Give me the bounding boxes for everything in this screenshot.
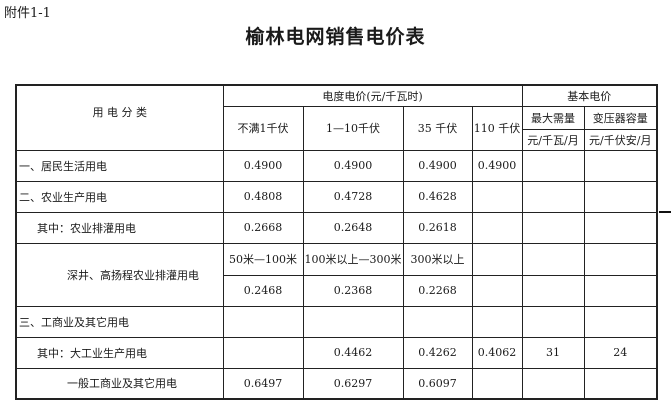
row-category: 其中：大工业生产用电 [15,336,224,369]
row-category: 一、居民生活用电 [15,149,224,182]
voltage-header: 35 千伏 [402,105,473,151]
row-category: 二、农业生产用电 [15,180,224,213]
cell: 0.4262 [402,336,473,369]
table-row: 二、农业生产用电 0.4808 0.4728 0.4628 [15,180,658,213]
cell: 0.4728 [302,180,404,213]
cell [583,180,658,213]
energy-price-header: 电度电价(元/千瓦时) [222,84,523,107]
cell: 0.2668 [222,211,304,244]
table-row: 三、工商业及其它用电 [15,305,658,338]
cell: 0.6297 [302,367,404,400]
cell [302,305,404,338]
cell: 24 [583,336,658,369]
cell: 0.2648 [302,211,404,244]
cell: 0.4808 [222,180,304,213]
basic-col-unit: 元/千伏安/月 [583,128,658,151]
depth-range: 100米以上—300米 [302,242,404,276]
row-category: 深井、高扬程农业排灌用电 [15,242,224,307]
basic-price-header: 基本电价 [521,84,658,107]
page-title: 榆林电网销售电价表 [245,26,426,48]
voltage-header: 110 千伏 [471,105,523,151]
row-category: 三、工商业及其它用电 [15,305,224,338]
row-category: 一般工商业及其它用电 [15,367,224,400]
cell [402,305,473,338]
cell [521,367,585,400]
cell: 0.4900 [302,149,404,182]
voltage-header: 不满1千伏 [222,105,304,151]
category-header: 用 电 分 类 [15,84,224,151]
cell [471,367,523,400]
cell [521,242,585,276]
table-row: 一般工商业及其它用电 0.6497 0.6297 0.6097 [15,367,658,400]
cell [583,305,658,338]
cell: 0.2618 [402,211,473,244]
cell: 0.2468 [222,274,304,307]
cell: 0.4900 [471,149,523,182]
cell [471,242,523,276]
price-table: 用 电 分 类 电度电价(元/千瓦时) 基本电价 不满1千伏 1—10千伏 35… [15,84,658,400]
cell [521,211,585,244]
cell: 0.2368 [302,274,404,307]
cell [583,149,658,182]
basic-col-header: 变压器容量 [583,105,658,130]
table-row: 一、居民生活用电 0.4900 0.4900 0.4900 0.4900 [15,149,658,182]
cell: 0.6497 [222,367,304,400]
cell: 0.4900 [402,149,473,182]
cell [583,274,658,307]
cell [222,305,304,338]
cell: 0.4062 [471,336,523,369]
cell [583,367,658,400]
basic-col-unit: 元/千瓦/月 [521,128,585,151]
cell [521,149,585,182]
cell [583,242,658,276]
margin-mark [659,211,671,213]
cell [471,305,523,338]
cell [521,305,585,338]
voltage-header: 1—10千伏 [302,105,404,151]
cell [583,211,658,244]
attachment-label: 附件1-1 [4,6,51,21]
cell [222,336,304,369]
cell: 0.4462 [302,336,404,369]
table-row: 其中：农业排灌用电 0.2668 0.2648 0.2618 [15,211,658,244]
cell [471,274,523,307]
cell: 0.4628 [402,180,473,213]
cell: 0.2268 [402,274,473,307]
cell [521,274,585,307]
cell [471,180,523,213]
table-row: 其中：大工业生产用电 0.4462 0.4262 0.4062 31 24 [15,336,658,369]
cell: 31 [521,336,585,369]
row-category: 其中：农业排灌用电 [15,211,224,244]
depth-range: 50米—100米 [222,242,304,276]
cell: 0.4900 [222,149,304,182]
cell [471,211,523,244]
basic-col-header: 最大需量 [521,105,585,130]
cell: 0.6097 [402,367,473,400]
depth-range: 300米以上 [402,242,473,276]
cell [521,180,585,213]
